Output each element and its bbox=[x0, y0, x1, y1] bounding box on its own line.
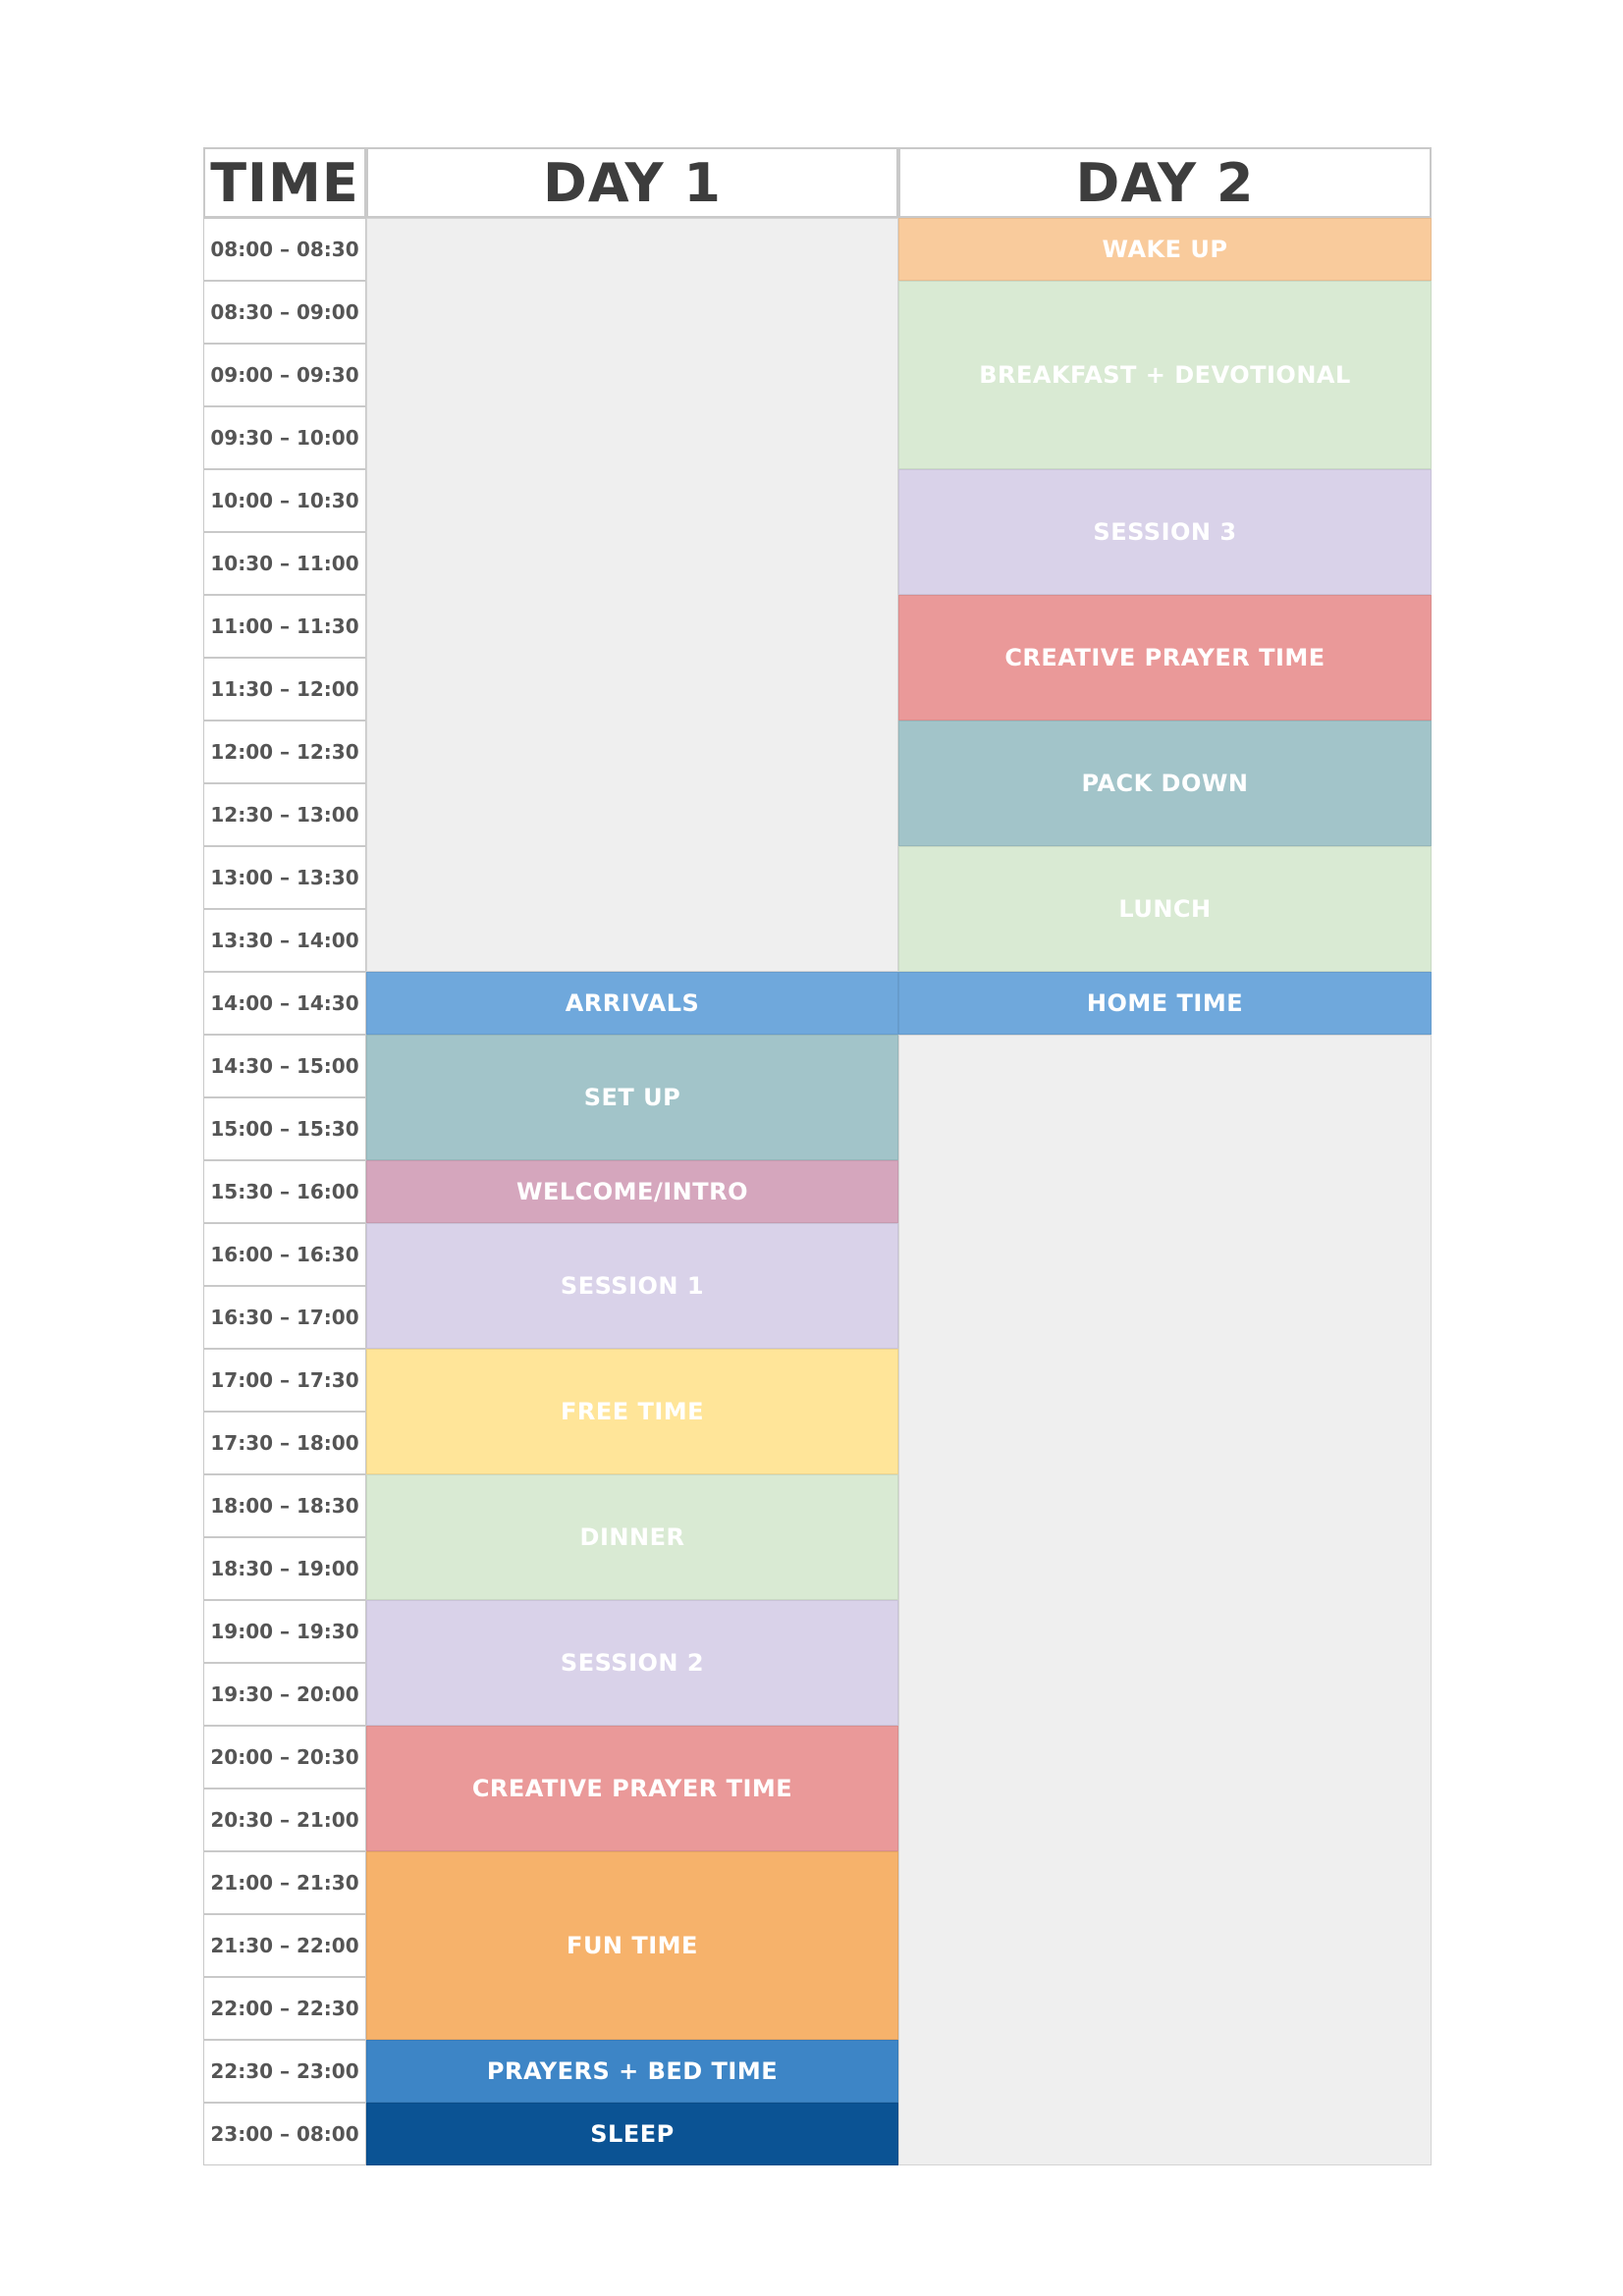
day-1-event-block: DINNER bbox=[366, 1474, 898, 1600]
time-slot-cell: 15:00 – 15:30 bbox=[203, 1097, 366, 1160]
time-slot-cell: 19:30 – 20:00 bbox=[203, 1663, 366, 1726]
time-slot-cell: 11:30 – 12:00 bbox=[203, 658, 366, 721]
day-1-event-block: CREATIVE PRAYER TIME bbox=[366, 1726, 898, 1851]
time-slot-cell: 19:00 – 19:30 bbox=[203, 1600, 366, 1663]
day-1-event-block: SESSION 1 bbox=[366, 1223, 898, 1349]
time-slot-cell: 12:00 – 12:30 bbox=[203, 721, 366, 783]
day-2-event-block: BREAKFAST + DEVOTIONAL bbox=[898, 281, 1432, 469]
time-slot-cell: 09:00 – 09:30 bbox=[203, 344, 366, 406]
time-slot-cell: 16:00 – 16:30 bbox=[203, 1223, 366, 1286]
time-slot-cell: 22:00 – 22:30 bbox=[203, 1977, 366, 2040]
day-1-event-block: PRAYERS + BED TIME bbox=[366, 2040, 898, 2103]
day-2-event-block: PACK DOWN bbox=[898, 721, 1432, 846]
time-slot-cell: 12:30 – 13:00 bbox=[203, 783, 366, 846]
day-2-event-block: CREATIVE PRAYER TIME bbox=[898, 595, 1432, 721]
day-2-column-header: DAY 2 bbox=[898, 147, 1432, 218]
time-slot-cell: 15:30 – 16:00 bbox=[203, 1160, 366, 1223]
time-slot-cell: 23:00 – 08:00 bbox=[203, 2103, 366, 2165]
day-2-event-block: HOME TIME bbox=[898, 972, 1432, 1035]
time-slot-cell: 08:30 – 09:00 bbox=[203, 281, 366, 344]
day-1-empty-block bbox=[366, 218, 898, 972]
day-2-event-block: WAKE UP bbox=[898, 218, 1432, 281]
time-slot-cell: 10:30 – 11:00 bbox=[203, 532, 366, 595]
time-slot-cell: 20:30 – 21:00 bbox=[203, 1789, 366, 1851]
time-column-header: TIME bbox=[203, 147, 366, 218]
time-slot-cell: 18:30 – 19:00 bbox=[203, 1537, 366, 1600]
day-1-event-block: FUN TIME bbox=[366, 1851, 898, 2040]
time-slot-cell: 18:00 – 18:30 bbox=[203, 1474, 366, 1537]
time-slot-cell: 20:00 – 20:30 bbox=[203, 1726, 366, 1789]
time-slot-cell: 14:30 – 15:00 bbox=[203, 1035, 366, 1097]
day-1-event-block: SET UP bbox=[366, 1035, 898, 1160]
time-slot-cell: 11:00 – 11:30 bbox=[203, 595, 366, 658]
time-slot-cell: 14:00 – 14:30 bbox=[203, 972, 366, 1035]
day-2-event-block: LUNCH bbox=[898, 846, 1432, 972]
day-1-event-block: ARRIVALS bbox=[366, 972, 898, 1035]
time-slot-cell: 16:30 – 17:00 bbox=[203, 1286, 366, 1349]
day-2-empty-block bbox=[898, 1035, 1432, 2165]
time-slot-cell: 09:30 – 10:00 bbox=[203, 406, 366, 469]
time-slot-cell: 10:00 – 10:30 bbox=[203, 469, 366, 532]
day-1-event-block: WELCOME/INTRO bbox=[366, 1160, 898, 1223]
day-1-event-block: SESSION 2 bbox=[366, 1600, 898, 1726]
time-slot-cell: 21:30 – 22:00 bbox=[203, 1914, 366, 1977]
time-slot-cell: 21:00 – 21:30 bbox=[203, 1851, 366, 1914]
time-slot-cell: 17:00 – 17:30 bbox=[203, 1349, 366, 1412]
day-1-column-header: DAY 1 bbox=[366, 147, 898, 218]
schedule-table: TIME DAY 1 DAY 2 08:00 – 08:30 08:30 – 09… bbox=[203, 147, 1432, 2165]
time-slot-cell: 13:30 – 14:00 bbox=[203, 909, 366, 972]
time-slot-cell: 22:30 – 23:00 bbox=[203, 2040, 366, 2103]
day-1-event-block: SLEEP bbox=[366, 2103, 898, 2165]
time-slot-cell: 13:00 – 13:30 bbox=[203, 846, 366, 909]
day-1-event-block: FREE TIME bbox=[366, 1349, 898, 1474]
time-slot-cell: 08:00 – 08:30 bbox=[203, 218, 366, 281]
day-2-event-block: SESSION 3 bbox=[898, 469, 1432, 595]
time-slot-cell: 17:30 – 18:00 bbox=[203, 1412, 366, 1474]
